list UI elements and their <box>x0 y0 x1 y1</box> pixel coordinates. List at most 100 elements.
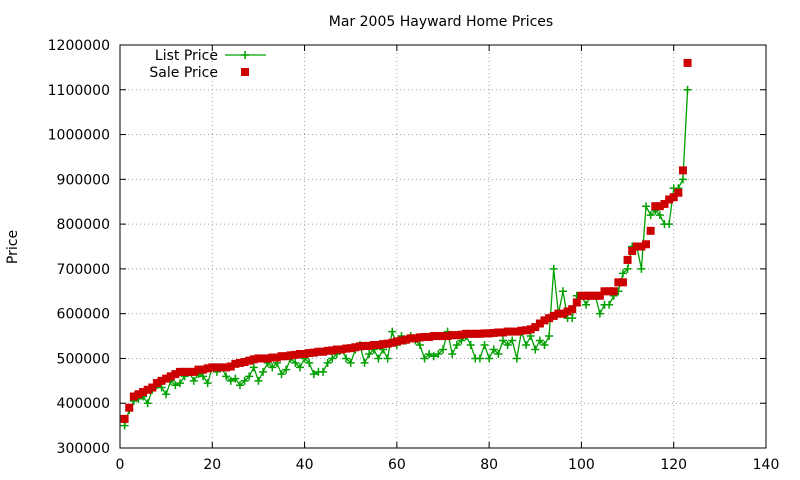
data-point <box>475 329 484 338</box>
data-point <box>429 332 438 341</box>
data-point <box>665 195 674 204</box>
data-point <box>605 287 614 296</box>
data-point <box>595 291 604 300</box>
data-point <box>231 374 240 383</box>
legend-label: Sale Price <box>149 65 218 81</box>
data-point <box>231 359 240 368</box>
data-point <box>457 330 466 339</box>
y-tick-label: 1200000 <box>48 38 110 54</box>
data-point <box>268 363 277 372</box>
data-point <box>522 326 531 335</box>
y-tick-label: 1100000 <box>48 83 110 99</box>
data-point <box>323 358 332 367</box>
data-point <box>157 376 166 385</box>
data-point <box>212 363 221 372</box>
data-point <box>171 381 180 390</box>
data-point <box>245 356 254 365</box>
data-point <box>277 352 286 361</box>
data-point <box>655 211 664 220</box>
data-point <box>309 370 318 379</box>
data-point <box>531 345 540 354</box>
data-point <box>628 246 637 255</box>
data-point <box>282 352 291 361</box>
data-point <box>526 325 535 334</box>
y-tick-label: 500000 <box>57 351 110 367</box>
data-point <box>512 327 521 336</box>
data-point <box>425 349 434 358</box>
data-point <box>222 372 231 381</box>
data-point <box>346 358 355 367</box>
data-point <box>568 305 577 314</box>
data-point <box>572 298 581 307</box>
data-point <box>374 341 383 350</box>
data-point <box>535 336 544 345</box>
data-point <box>143 399 152 408</box>
data-point <box>595 309 604 318</box>
data-point <box>319 367 328 376</box>
y-tick-label: 600000 <box>57 307 110 323</box>
data-point <box>194 365 203 374</box>
data-point <box>175 367 184 376</box>
data-point <box>208 363 217 372</box>
data-point <box>305 358 314 367</box>
x-tick-label: 40 <box>296 457 314 473</box>
data-point <box>568 314 577 323</box>
data-point <box>388 338 397 347</box>
y-tick-label: 1000000 <box>48 128 110 144</box>
data-point <box>383 339 392 348</box>
data-point <box>272 353 281 362</box>
data-point <box>337 345 346 354</box>
data-point <box>549 264 558 273</box>
data-point <box>554 309 563 318</box>
data-point <box>429 352 438 361</box>
data-point <box>342 344 351 353</box>
data-point <box>235 381 244 390</box>
data-point <box>189 376 198 385</box>
data-point <box>466 329 475 338</box>
data-point <box>646 211 655 220</box>
data-point <box>199 372 208 381</box>
data-point <box>642 202 651 211</box>
legend-label: List Price <box>155 48 218 64</box>
data-point <box>425 332 434 341</box>
data-point <box>129 392 138 401</box>
data-point <box>545 314 554 323</box>
data-point <box>609 287 618 296</box>
data-point <box>558 309 567 318</box>
data-point <box>309 348 318 357</box>
data-point <box>241 51 249 59</box>
y-tick-label: 800000 <box>57 217 110 233</box>
x-tick-label: 140 <box>753 457 780 473</box>
data-point <box>120 414 129 423</box>
data-point <box>678 166 687 175</box>
data-point <box>162 374 171 383</box>
data-point <box>328 346 337 355</box>
data-point <box>531 323 540 332</box>
data-point <box>485 354 494 363</box>
data-point <box>415 341 424 350</box>
data-point <box>549 311 558 320</box>
data-point <box>512 354 521 363</box>
data-point <box>328 354 337 363</box>
data-point <box>618 269 627 278</box>
data-point <box>406 334 415 343</box>
data-point <box>669 193 678 202</box>
data-point <box>360 358 369 367</box>
data-point <box>494 349 503 358</box>
data-point <box>683 85 692 94</box>
data-point <box>152 379 161 388</box>
data-point <box>351 343 360 352</box>
data-point <box>259 354 268 363</box>
data-point <box>226 362 235 371</box>
data-point <box>420 354 429 363</box>
data-point <box>540 341 549 350</box>
x-tick-label: 20 <box>203 457 221 473</box>
data-point <box>392 337 401 346</box>
data-point <box>235 358 244 367</box>
data-point <box>508 327 517 336</box>
data-point <box>374 354 383 363</box>
x-tick-label: 120 <box>660 457 687 473</box>
data-point <box>226 376 235 385</box>
data-point <box>623 255 632 264</box>
data-point <box>618 278 627 287</box>
